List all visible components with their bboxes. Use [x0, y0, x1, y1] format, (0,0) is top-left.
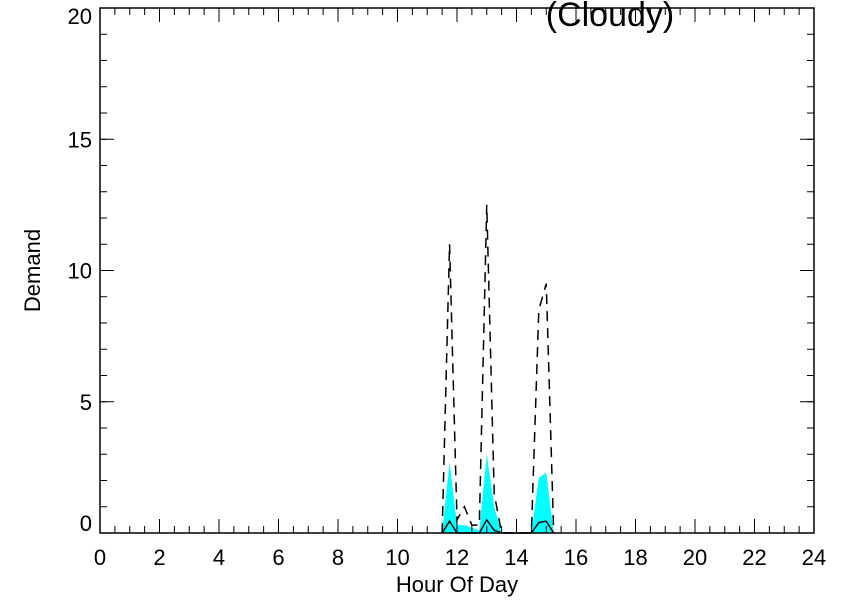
plot-lines	[441, 204, 555, 534]
axis-ticks	[99, 7, 815, 534]
plot-fills	[442, 454, 554, 533]
x-tick-label: 6	[272, 545, 284, 570]
uncertainty-band	[442, 454, 554, 533]
x-tick-label: 22	[742, 545, 766, 570]
y-tick-label: 5	[80, 390, 92, 415]
x-tick-labels: 0 2 4 6 8 10 12 14 16 18 20 22 24	[94, 545, 826, 570]
x-tick-label: 8	[332, 545, 344, 570]
y-tick-label: 10	[68, 259, 92, 284]
mean-demand-line	[441, 518, 555, 534]
x-tick-label: 12	[445, 545, 469, 570]
y-tick-labels: 0 5 10 15 20	[68, 4, 92, 536]
x-tick-label: 0	[94, 545, 106, 570]
y-axis-title: Demand	[20, 229, 45, 312]
x-tick-label: 10	[385, 545, 409, 570]
plot-frame	[99, 7, 815, 534]
x-tick-label: 4	[213, 545, 225, 570]
x-tick-label: 18	[623, 545, 647, 570]
x-tick-label: 16	[564, 545, 588, 570]
chart-title: (Cloudy)	[546, 0, 674, 34]
y-tick-label: 20	[68, 4, 92, 29]
x-tick-label: 20	[683, 545, 707, 570]
x-tick-label: 2	[153, 545, 165, 570]
y-tick-label: 0	[80, 511, 92, 536]
x-axis-title: Hour Of Day	[396, 572, 518, 597]
x-tick-label: 14	[504, 545, 528, 570]
x-tick-label: 24	[802, 545, 826, 570]
upper-demand-line	[441, 204, 555, 534]
y-tick-label: 15	[68, 127, 92, 152]
